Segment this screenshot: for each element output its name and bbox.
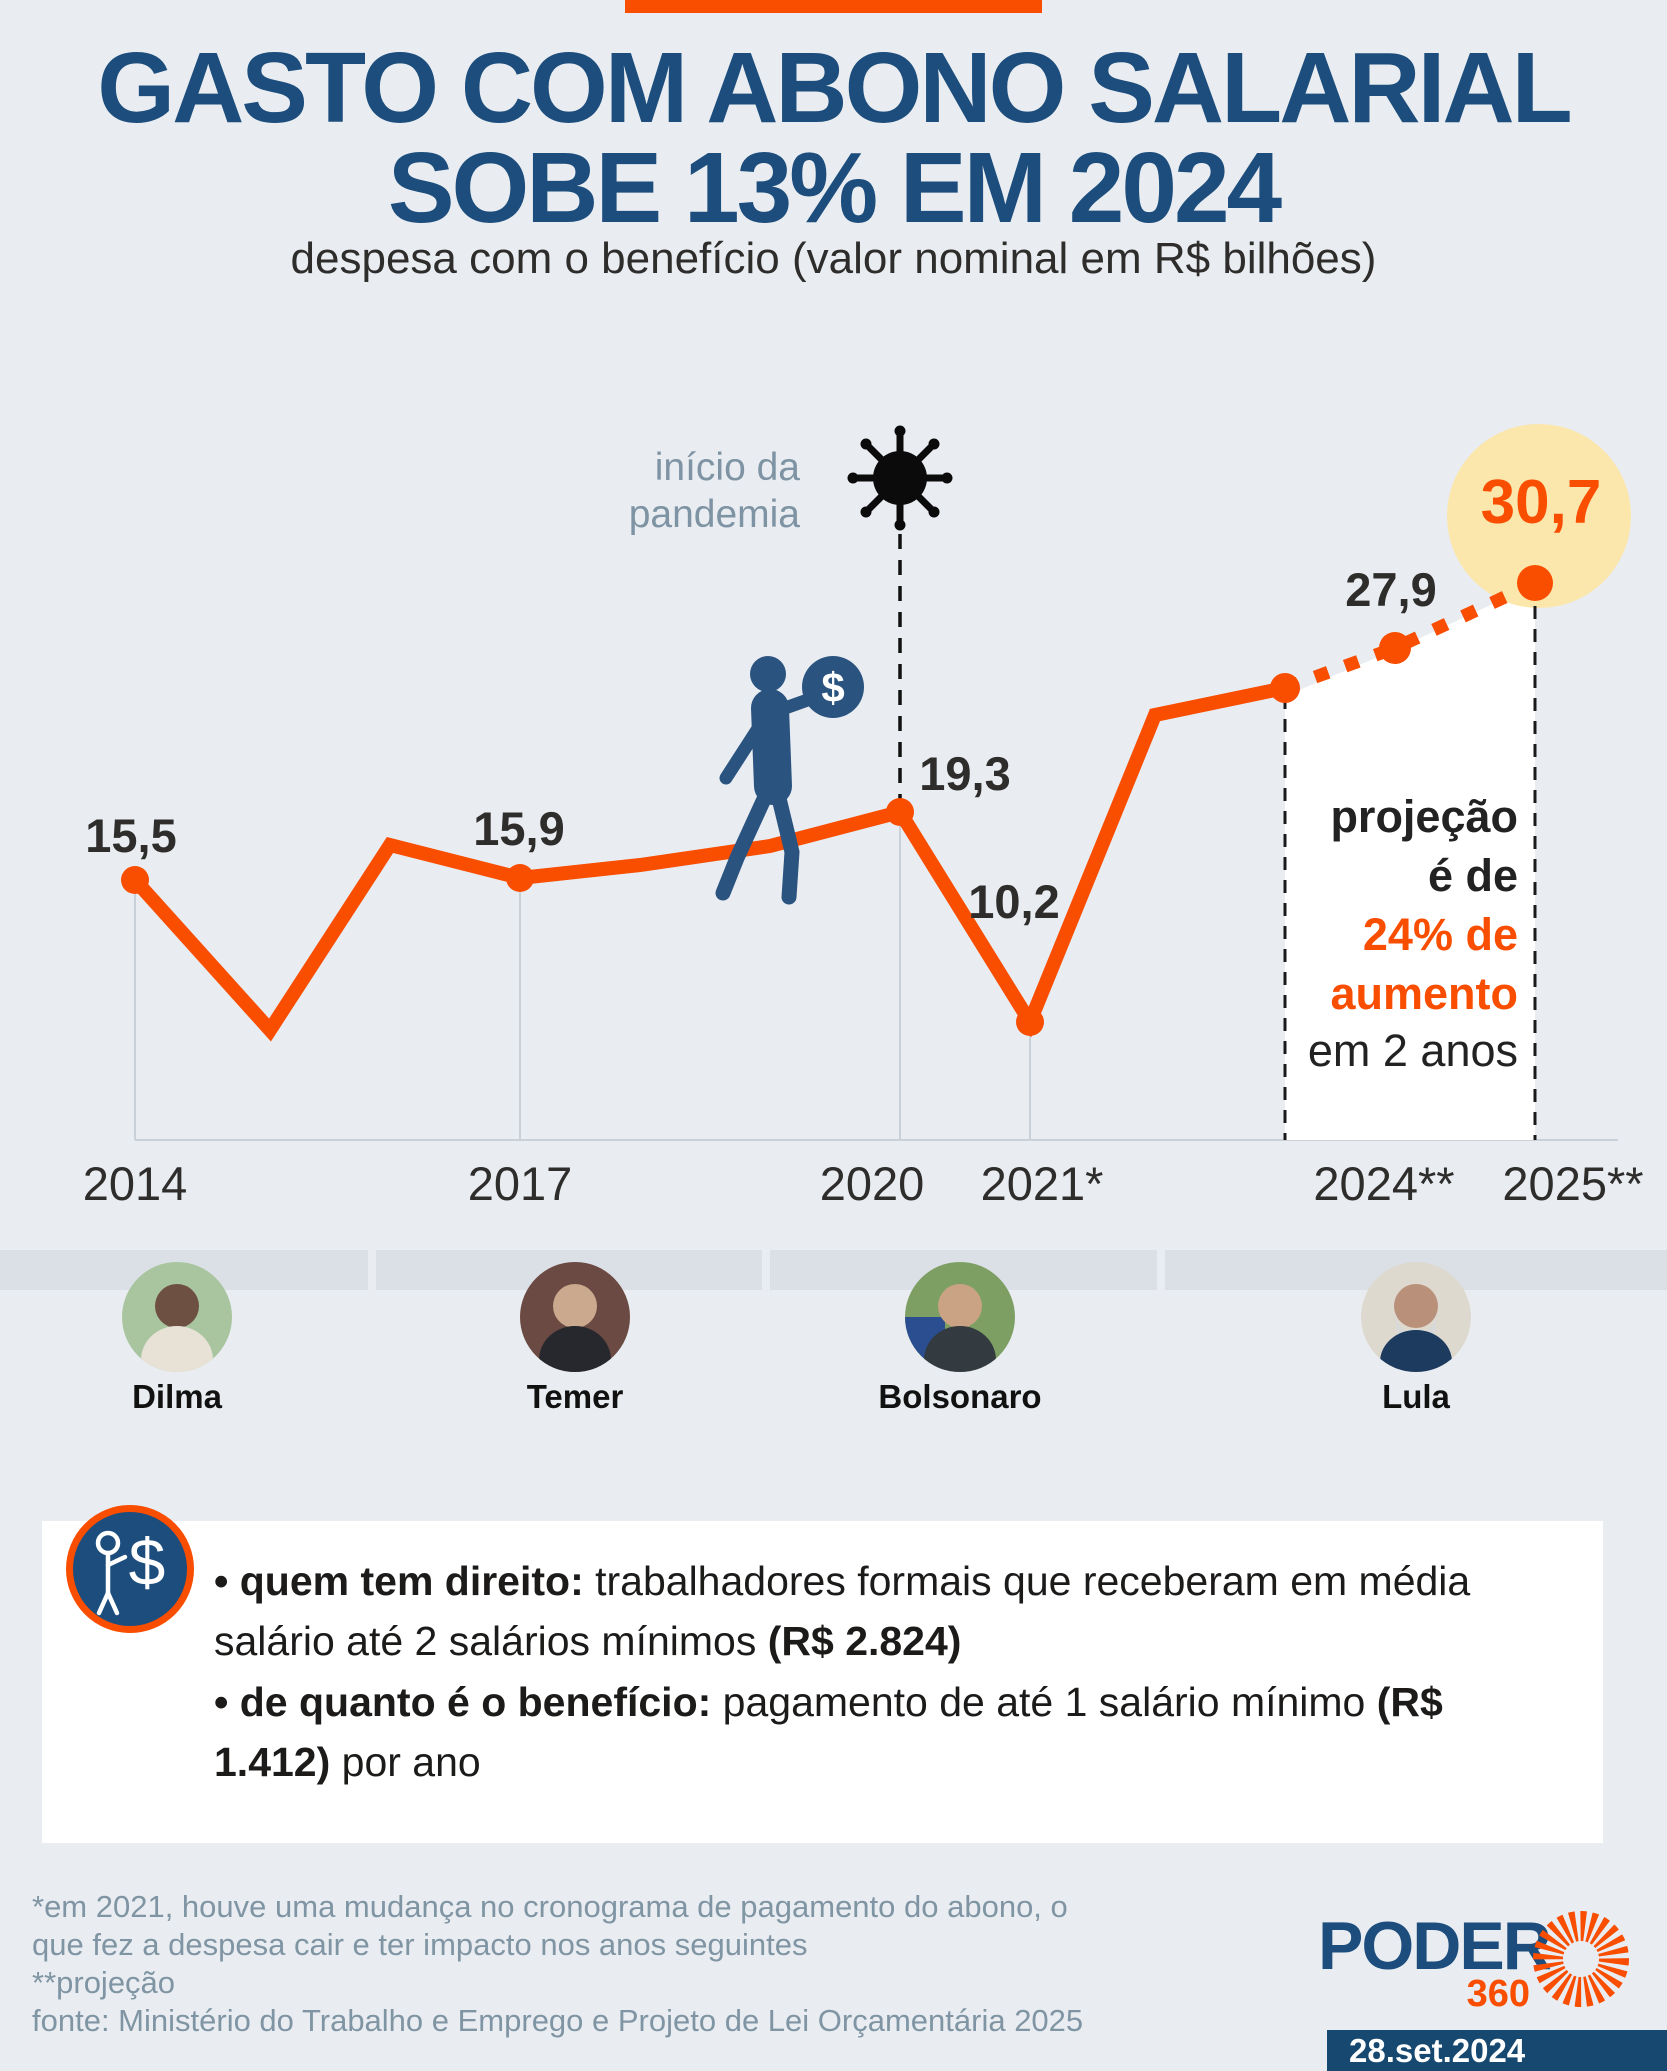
president-name-temer: Temer [526,1378,624,1415]
footnotes: *em 2021, houve uma mudança no cronogram… [32,1888,1152,2040]
president-name-dilma: Dilma [132,1378,222,1415]
point-2020 [886,798,914,826]
footnote-projection: **projeção [32,1965,176,2000]
pandemic-label-line1: início da [655,446,801,489]
point-2017 [506,864,534,892]
president-name-lula: Lula [1382,1378,1450,1415]
lula-silhouette [1380,1284,1452,1372]
person-dollar-icon: $ [95,1525,166,1616]
point-2025 [1517,565,1553,601]
projection-note-line3: 24% de [1363,909,1518,960]
poder360-sunburst-icon [1533,1911,1629,2007]
dilma-silhouette [141,1284,213,1372]
x-tick-2020: 2020 [820,1157,925,1210]
title-line-1: GASTO COM ABONO SALARIAL [97,32,1572,144]
projection-region [1285,584,1535,1140]
value-label-2014: 15,5 [85,809,176,862]
line-chart: início da pandemia 15,5 15,9 19,3 10,2 2… [83,424,1644,1210]
poder360-logo-text: PODER [1318,1908,1552,1984]
point-2024 [1379,632,1411,664]
virus-icon [847,425,953,531]
projection-note-line4: aumento [1330,968,1518,1019]
value-label-2017: 15,9 [473,802,564,855]
temer-photo [520,1262,630,1372]
point-2023 [1270,673,1300,703]
data-line-solid [128,681,1292,1042]
president-name-bolsonaro: Bolsonaro [878,1378,1042,1415]
poder360-logo-360: 360 [1466,1973,1530,2015]
x-tick-2021: 2021* [981,1157,1104,1210]
footnote-2021: *em 2021, houve uma mudança no cronogram… [32,1889,1068,1962]
bolsonaro-photo [905,1262,1015,1372]
svg-text:$: $ [821,664,844,711]
value-label-2025: 30,7 [1481,468,1602,537]
data-line-projection-dotted [1282,577,1538,695]
info-bullet-eligibility: • quem tem direito: trabalhadores formai… [214,1558,1471,1665]
highlight-halo [1447,424,1631,608]
publication-date: 28.set.2024 [1349,2032,1526,2069]
chart-subtitle: despesa com o benefício (valor nominal e… [290,234,1377,283]
value-label-2020: 19,3 [919,747,1010,800]
point-2014 [121,866,149,894]
date-bar: 28.set.2024 [1327,2030,1667,2071]
projection-note-line1: projeção [1330,791,1518,842]
x-tick-2017: 2017 [468,1157,573,1210]
x-tick-2014: 2014 [83,1157,188,1210]
data-points [121,565,1553,1036]
pandemic-label-line2: pandemia [629,493,801,536]
temer-silhouette [539,1284,611,1372]
value-label-2021: 10,2 [968,875,1059,928]
projection-note-line5: em 2 anos [1308,1025,1518,1076]
accent-bar [625,0,1042,13]
projection-note-line2: é de [1428,850,1518,901]
benefit-info-text: • quem tem direito: trabalhadores formai… [214,1551,1524,1792]
lula-photo [1361,1262,1471,1372]
x-tick-2024: 2024** [1313,1157,1454,1210]
money-person-badge: $ [66,1505,194,1633]
value-label-2024: 27,9 [1345,563,1436,616]
svg-text:$: $ [129,1525,166,1599]
bolsonaro-silhouette [905,1284,996,1372]
title-line-2: SOBE 13% EM 2024 [387,132,1282,244]
dilma-photo [122,1262,232,1372]
page-title: GASTO COM ABONO SALARIAL SOBE 13% EM 202… [0,38,1667,238]
benefit-info-box: • quem tem direito: trabalhadores formai… [42,1521,1603,1843]
worker-with-coin-icon: $ [715,656,864,905]
info-bullet-amount: • de quanto é o benefício: pagamento de … [214,1678,1443,1785]
point-2021 [1016,1008,1044,1036]
x-tick-2025: 2025** [1502,1157,1643,1210]
source-line: fonte: Ministério do Trabalho e Emprego … [32,2003,1084,2038]
